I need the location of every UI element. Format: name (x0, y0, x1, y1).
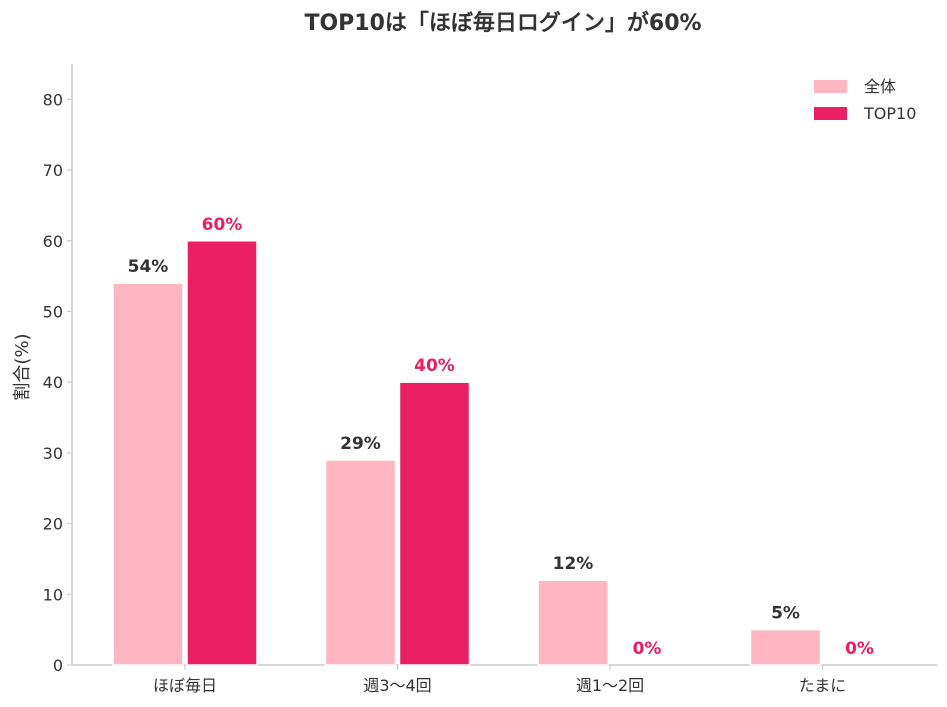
y-tick-label: 40 (43, 373, 63, 392)
y-tick-label: 0 (53, 656, 63, 675)
x-tick-label: たまに (799, 676, 847, 695)
chart-title: TOP10は「ほぼ毎日ログイン」が60% (304, 10, 701, 36)
x-tick-label: 週3〜4回 (363, 676, 431, 695)
data-label: 29% (340, 434, 381, 454)
data-label: 40% (414, 356, 455, 376)
bar-all (749, 628, 822, 666)
data-label: 5% (771, 604, 800, 624)
data-label: 0% (845, 639, 874, 659)
legend-swatch (814, 80, 847, 93)
data-label: 0% (633, 639, 662, 659)
legend-swatch (814, 107, 847, 120)
y-tick-label: 50 (43, 302, 63, 321)
bar-top10 (186, 240, 258, 666)
legend: 全体 TOP10 (814, 77, 916, 123)
legend-label: TOP10 (863, 104, 916, 123)
legend-label: 全体 (864, 77, 896, 96)
y-axis-label: 割合(%) (12, 333, 33, 400)
bar-all (112, 282, 184, 666)
data-label: 60% (202, 215, 243, 235)
bar-all (537, 579, 609, 666)
x-tick-label: ほぼ毎日 (153, 676, 217, 695)
y-tick-label: 60 (43, 232, 63, 251)
x-tick-label: 週1〜2回 (576, 676, 644, 695)
y-tick-label: 70 (43, 161, 63, 180)
y-tick-label: 80 (43, 90, 63, 109)
y-tick-label: 10 (43, 585, 63, 604)
y-tick-label: 30 (43, 444, 63, 463)
data-label: 54% (128, 257, 169, 277)
plot-area: 0 10 20 30 40 50 60 70 80 ほぼ毎日 54% 60% 週3〜4回 29% 40% 週1… (43, 64, 937, 695)
bar-top10 (398, 381, 471, 666)
y-tick-label: 20 (43, 515, 63, 534)
data-label: 12% (553, 554, 594, 574)
bar-all (324, 459, 397, 666)
